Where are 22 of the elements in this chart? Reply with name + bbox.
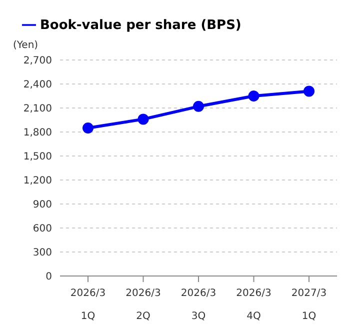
point bbox=[304, 86, 314, 97]
point bbox=[193, 100, 204, 112]
y-tick-label: 2,100 bbox=[23, 104, 52, 115]
category-label: 2026/3 3Q bbox=[180, 288, 216, 322]
y-tick-label: 1,500 bbox=[23, 152, 52, 163]
y-tick-label: 900 bbox=[32, 200, 52, 211]
point bbox=[248, 90, 260, 102]
y-tick-label: 600 bbox=[32, 224, 52, 235]
y-tick-label: 0 bbox=[46, 272, 52, 283]
legend-label: Book-value per share (BPS) bbox=[40, 18, 242, 33]
category-label: 2026/3 4Q bbox=[236, 288, 272, 322]
y-tick-label: 300 bbox=[32, 248, 52, 259]
category-label: 2026/3 2Q bbox=[126, 288, 161, 322]
point bbox=[82, 122, 94, 134]
point bbox=[138, 114, 149, 125]
category-label: 2026/3 1Q bbox=[70, 288, 106, 322]
y-tick-label: 2,700 bbox=[23, 56, 52, 67]
y-axis-title: (Yen) bbox=[13, 40, 38, 51]
category-label: 2027/3 1Q bbox=[291, 288, 327, 322]
y-tick-label: 1,200 bbox=[23, 176, 52, 187]
y-tick-label: 1,800 bbox=[23, 128, 52, 139]
y-tick-label: 2,400 bbox=[23, 80, 52, 91]
